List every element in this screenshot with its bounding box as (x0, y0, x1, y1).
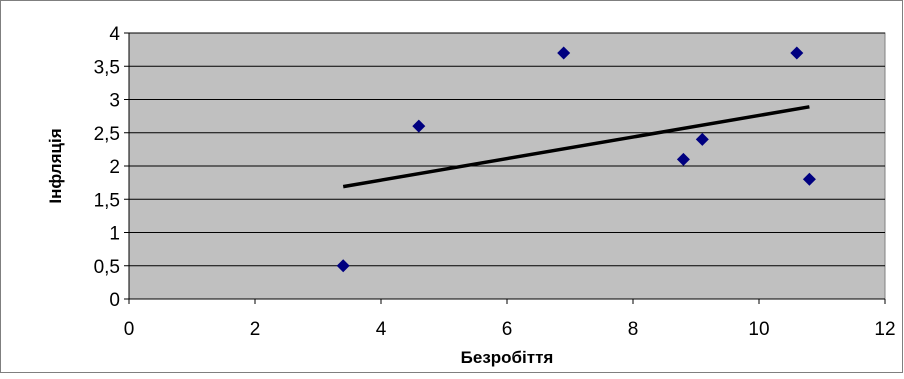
data-point (695, 132, 709, 146)
x-tick-label: 4 (376, 319, 387, 340)
data-point (336, 259, 350, 273)
y-tick-label: 2 (109, 157, 120, 178)
y-tick-label: 1 (109, 224, 120, 245)
trendline (342, 105, 810, 189)
y-tick-labels: 0 0,5 1 1,5 2 2,5 3 3,5 4 (94, 24, 129, 311)
y-tick-label: 3 (109, 91, 120, 112)
x-tick-label: 10 (748, 319, 769, 340)
data-point (412, 119, 426, 133)
data-point (557, 46, 571, 60)
x-tick-label: 6 (502, 319, 513, 340)
x-tick-label: 12 (874, 319, 895, 340)
y-tick-label: 0,5 (94, 257, 120, 278)
data-point (790, 46, 804, 60)
y-tick-label: 3,5 (94, 57, 120, 78)
y-tick-label: 2,5 (94, 124, 120, 145)
y-tick-label: 1,5 (94, 190, 120, 211)
y-tick-label: 4 (109, 24, 120, 45)
x-tick-labels: 0 2 4 6 8 10 12 (124, 299, 896, 340)
x-tick-label: 0 (124, 319, 135, 340)
y-tick-label: 0 (109, 290, 120, 311)
x-tick-label: 8 (628, 319, 639, 340)
data-point (676, 152, 690, 166)
data-points (336, 46, 816, 273)
x-tick-label: 2 (250, 319, 261, 340)
gridlines (129, 32, 885, 267)
x-axis-title: Безробіття (461, 348, 554, 367)
data-point (802, 172, 816, 186)
y-axis-title: Інфляція (46, 128, 65, 203)
